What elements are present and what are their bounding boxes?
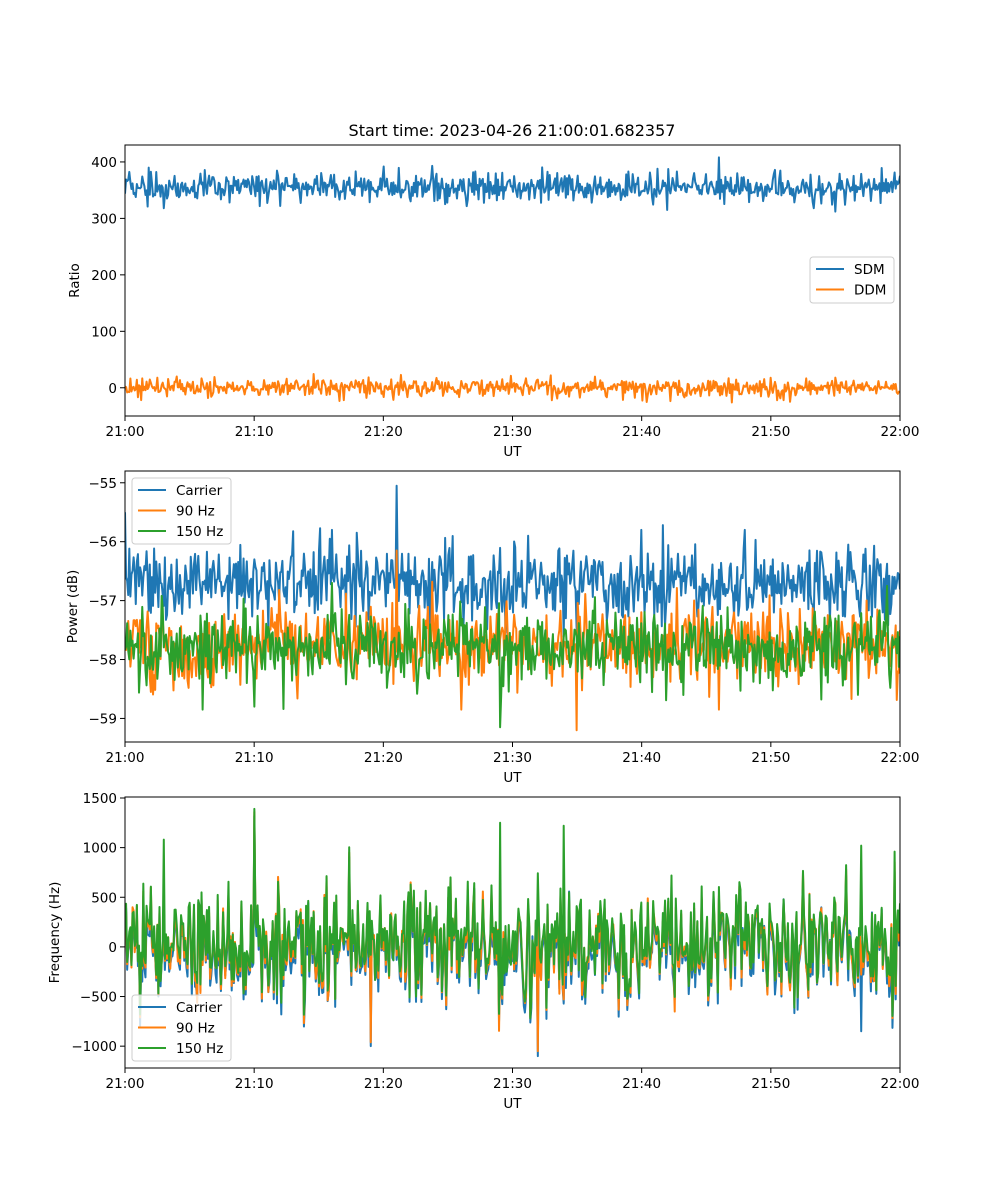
x-tick-label: 21:20	[364, 750, 403, 766]
x-tick-label: 21:10	[235, 424, 274, 440]
legend-label: 90 Hz	[176, 504, 215, 520]
y-tick-label: 400	[91, 155, 117, 171]
x-tick-label: 21:40	[622, 424, 661, 440]
legend-box	[131, 477, 232, 545]
y-tick-label: 200	[91, 268, 117, 284]
x-axis-label: UT	[503, 1096, 522, 1112]
y-axis-label: Frequency (Hz)	[47, 882, 63, 984]
legend-label: 90 Hz	[176, 1021, 215, 1037]
series-line-150-hz	[125, 581, 900, 729]
x-tick-label: 21:00	[106, 750, 145, 766]
x-tick-label: 21:00	[106, 424, 145, 440]
x-tick-label: 21:50	[751, 424, 790, 440]
legend-box	[131, 994, 232, 1062]
chart-panels: 21:00 21:10 21:20 21:30 21:40 21:50 22:00 0 100 2…	[47, 144, 920, 1112]
series-line-ddm	[125, 373, 900, 404]
x-tick-label: 21:30	[493, 1076, 532, 1092]
x-tick-label: 21:50	[751, 1076, 790, 1092]
chart-panel-3: 21:00 21:10 21:20 21:30 21:40 21:50 22:00 1500 1…	[47, 791, 919, 1112]
x-axis-label: UT	[503, 770, 522, 786]
y-tick-label: 0	[108, 381, 117, 397]
y-axis-label: Power (dB)	[65, 570, 81, 643]
y-tick-label: −1000	[71, 1039, 117, 1055]
y-tick-label: 300	[91, 211, 117, 227]
x-tick-label: 21:10	[235, 750, 274, 766]
legend-label: Carrier	[176, 483, 223, 499]
series-line-150-hz	[125, 807, 900, 1020]
x-tick-label: 21:30	[493, 424, 532, 440]
chart-panel-1: 21:00 21:10 21:20 21:30 21:40 21:50 22:00 0 100 2…	[67, 144, 920, 460]
y-tick-label: 100	[91, 324, 117, 340]
y-tick-label: −55	[89, 476, 118, 492]
x-axis-label: UT	[503, 444, 522, 460]
chart-title: Start time: 2023-04-26 21:00:01.682357	[349, 121, 676, 140]
x-tick-label: 22:00	[881, 750, 920, 766]
y-tick-label: 1000	[83, 841, 117, 857]
y-axis-label: Ratio	[67, 263, 83, 298]
x-tick-label: 21:00	[106, 1076, 145, 1092]
y-tick-label: 1500	[83, 791, 117, 807]
y-tick-label: −57	[89, 594, 118, 610]
x-tick-label: 22:00	[881, 424, 920, 440]
x-tick-label: 21:50	[751, 750, 790, 766]
legend-label: 150 Hz	[176, 1041, 223, 1057]
chart-panel-2: 21:00 21:10 21:20 21:30 21:40 21:50 22:00 −55 −5…	[65, 470, 920, 786]
y-tick-label: −500	[80, 990, 117, 1006]
legend: Carrier 90 Hz 150 Hz	[131, 477, 232, 545]
series-line-sdm	[125, 156, 900, 213]
y-tick-label: 0	[108, 940, 117, 956]
x-tick-label: 21:30	[493, 750, 532, 766]
legend-label: SDM	[854, 262, 885, 278]
legend-label: DDM	[854, 283, 886, 299]
x-tick-label: 22:00	[881, 1076, 920, 1092]
x-tick-label: 21:20	[364, 1076, 403, 1092]
y-tick-label: −59	[89, 711, 118, 727]
x-tick-label: 21:20	[364, 424, 403, 440]
y-tick-label: −56	[89, 535, 118, 551]
series-line-carrier	[125, 484, 900, 638]
legend-label: Carrier	[176, 1000, 223, 1016]
legend: SDM DDM	[809, 256, 895, 304]
y-tick-label: 500	[91, 890, 117, 906]
x-tick-label: 21:40	[622, 1076, 661, 1092]
y-tick-label: −58	[89, 653, 118, 669]
x-tick-label: 21:10	[235, 1076, 274, 1092]
legend: Carrier 90 Hz 150 Hz	[131, 994, 232, 1062]
legend-label: 150 Hz	[176, 524, 223, 540]
x-tick-label: 21:40	[622, 750, 661, 766]
